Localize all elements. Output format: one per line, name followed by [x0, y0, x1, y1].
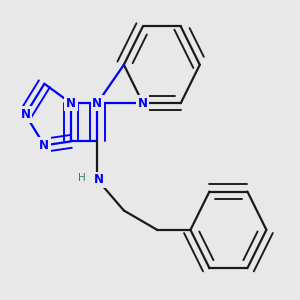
Text: N: N	[94, 173, 104, 186]
Text: N: N	[138, 97, 148, 110]
Text: N: N	[39, 139, 50, 152]
Text: N: N	[92, 97, 102, 110]
Text: N: N	[20, 108, 30, 121]
Text: N: N	[66, 97, 76, 110]
Text: H: H	[78, 173, 86, 183]
